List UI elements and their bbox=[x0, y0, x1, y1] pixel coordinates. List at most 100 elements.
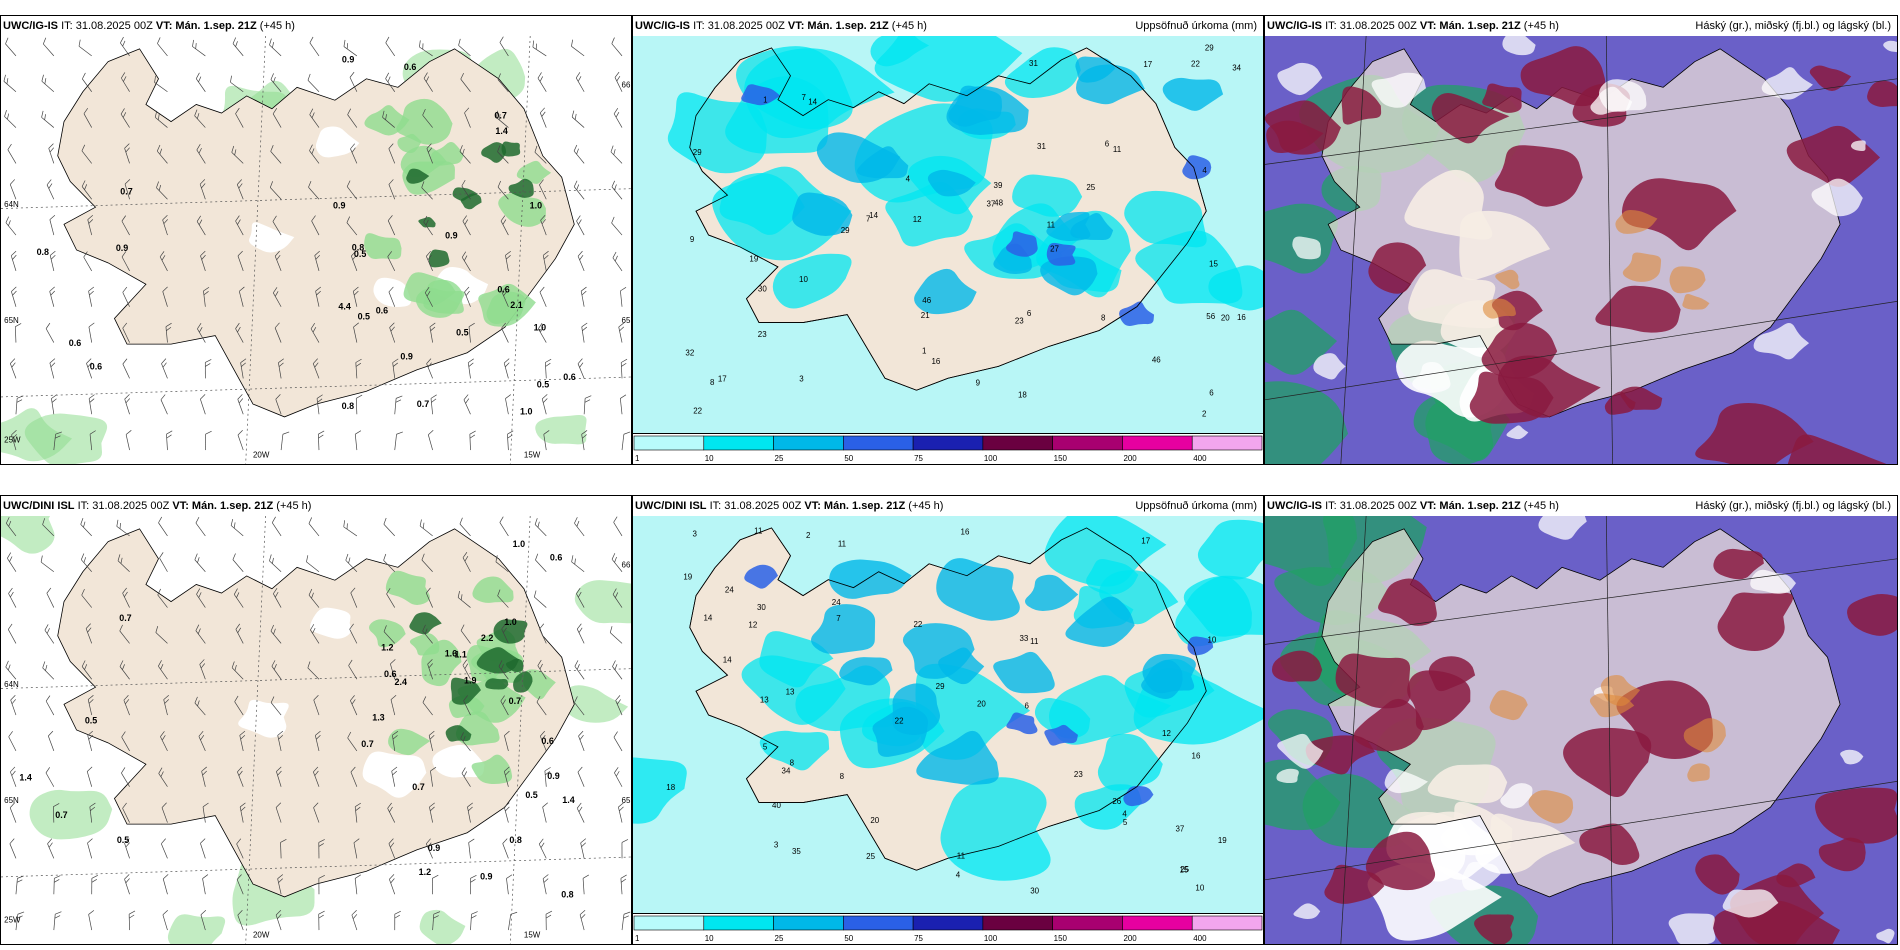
wind-barb bbox=[314, 730, 321, 751]
wind-barb bbox=[581, 430, 588, 451]
wind-barb bbox=[199, 659, 206, 680]
precip-value-label: 1.0 bbox=[504, 617, 516, 627]
wind-barb bbox=[613, 731, 623, 752]
wind-barb bbox=[200, 250, 206, 272]
wind-barb bbox=[158, 767, 168, 787]
wind-barb bbox=[52, 803, 60, 823]
precip-value-label: 19 bbox=[749, 254, 758, 263]
wind-barb bbox=[468, 322, 475, 343]
wind-barb bbox=[10, 766, 17, 787]
wind-barb bbox=[390, 659, 396, 680]
wind-barb bbox=[577, 250, 585, 272]
wind-barb bbox=[612, 588, 623, 608]
wind-barb bbox=[497, 589, 509, 608]
wind-barb bbox=[236, 874, 244, 895]
precip-value-label: 1 bbox=[763, 95, 768, 104]
precip-value-label: 14 bbox=[723, 656, 732, 665]
wind-barb bbox=[350, 587, 358, 608]
precip-value-label: 1.0 bbox=[534, 323, 546, 333]
clear-sky-area bbox=[1500, 783, 1533, 809]
wind-barb bbox=[41, 110, 55, 128]
wind-barb bbox=[162, 874, 169, 895]
wind-barb bbox=[432, 911, 441, 931]
glacier bbox=[362, 751, 427, 798]
wind-barb bbox=[576, 215, 585, 236]
wind-barb bbox=[86, 358, 93, 379]
precip-value-label: 35 bbox=[792, 847, 801, 856]
wind-barb bbox=[502, 838, 509, 859]
wind-barb bbox=[276, 766, 282, 787]
wind-barb bbox=[161, 802, 168, 823]
wind-barb bbox=[533, 590, 547, 608]
precip-value-label: 0.6 bbox=[404, 62, 416, 72]
precip-value-label: 16 bbox=[1192, 751, 1201, 760]
low-cloud-area bbox=[1482, 83, 1522, 113]
wind-barb bbox=[235, 215, 244, 236]
precip-value-label: 2.4 bbox=[395, 677, 407, 687]
wind-barb bbox=[51, 394, 58, 415]
precip-value-label: 0.5 bbox=[85, 716, 97, 726]
colorbar-tick-label: 10 bbox=[705, 934, 714, 943]
heavy-precip-area bbox=[744, 564, 779, 589]
wind-barb bbox=[462, 215, 471, 236]
precip-value-label: 24 bbox=[832, 598, 841, 607]
precip-patch bbox=[516, 160, 552, 184]
wind-barb bbox=[232, 37, 244, 57]
wind-barb bbox=[120, 36, 130, 57]
wind-barb bbox=[89, 430, 96, 451]
wind-barb bbox=[160, 838, 168, 859]
colorbar-swatch bbox=[773, 915, 844, 931]
precip-value-label: 0.5 bbox=[456, 327, 468, 337]
precip-value-label: 19 bbox=[1218, 836, 1227, 845]
low-cloud-area bbox=[1494, 145, 1583, 207]
wind-barb bbox=[40, 555, 55, 573]
precip-value-label: 32 bbox=[685, 348, 694, 357]
wind-barb bbox=[318, 910, 325, 931]
precip-patch bbox=[415, 287, 465, 318]
precip-patch bbox=[574, 580, 631, 624]
heavy-precip-patch bbox=[460, 193, 482, 210]
mixed-cloud-area bbox=[1669, 266, 1706, 294]
wind-barb bbox=[613, 516, 623, 537]
precip-value-label: 12 bbox=[1162, 729, 1171, 738]
precip-value-label: 22 bbox=[895, 716, 904, 725]
precip-area bbox=[1197, 519, 1263, 580]
graticule-label: 65N bbox=[622, 796, 631, 805]
wind-barb bbox=[194, 553, 206, 572]
wind-barb bbox=[534, 145, 547, 164]
clear-sky-area bbox=[1313, 353, 1346, 380]
wind-barb bbox=[432, 874, 439, 895]
precip-value-label: 13 bbox=[786, 688, 795, 697]
wind-barb bbox=[204, 359, 212, 379]
precip-value-label: 4 bbox=[956, 871, 961, 880]
wind-barb bbox=[124, 838, 130, 859]
wind-barb bbox=[354, 802, 362, 823]
wind-barb bbox=[122, 587, 130, 608]
precip-value-label: 34 bbox=[1232, 63, 1241, 72]
graticule-line bbox=[509, 516, 531, 944]
wind-barb bbox=[349, 623, 358, 644]
wind-barb bbox=[429, 802, 435, 823]
wind-barb bbox=[576, 623, 585, 644]
wind-barb bbox=[460, 732, 471, 752]
wind-barb bbox=[83, 251, 93, 272]
precip-patch bbox=[560, 685, 629, 723]
wind-barb bbox=[389, 322, 396, 343]
colorbar-tick-label: 100 bbox=[984, 934, 998, 943]
coastline bbox=[689, 527, 1207, 871]
wind-barb bbox=[392, 731, 399, 751]
wind-barb bbox=[457, 590, 471, 608]
wind-barb bbox=[542, 250, 549, 271]
low-cloud-area bbox=[1695, 402, 1814, 464]
precip-value-label: 1.2 bbox=[419, 867, 431, 877]
wind-barb bbox=[571, 555, 585, 573]
wind-barb bbox=[5, 517, 17, 537]
precip-value-label: 6 bbox=[1024, 702, 1029, 711]
precip-value-label: 0.5 bbox=[358, 311, 370, 321]
wind-barb bbox=[462, 659, 471, 680]
precip-value-label: 0.6 bbox=[497, 284, 509, 294]
precip-patch bbox=[471, 754, 513, 785]
precip-value-label: 0.6 bbox=[563, 372, 575, 382]
precip-value-label: 22 bbox=[1191, 60, 1200, 69]
precip-colorbar: 1 10 25 50 75 100 150 200 400 bbox=[633, 433, 1263, 464]
